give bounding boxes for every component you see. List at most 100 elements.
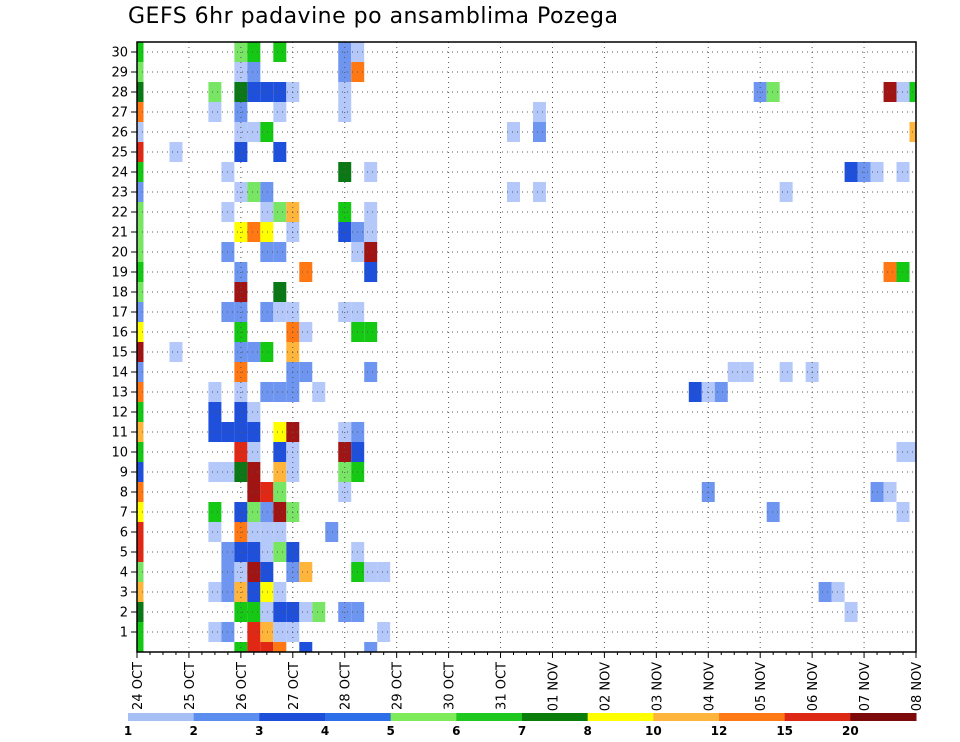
precip-cell bbox=[137, 402, 144, 422]
y-tick-label: 12 bbox=[111, 406, 128, 421]
x-tick-label: 29 OCT bbox=[391, 662, 406, 710]
y-tick-label: 6 bbox=[120, 526, 128, 541]
color-legend: 1 2 3 4 5 6 7 8 10 12 15 20 bbox=[124, 713, 917, 738]
x-tick-label: 31 OCT bbox=[495, 662, 510, 710]
y-tick-label: 11 bbox=[111, 426, 128, 441]
precip-cell bbox=[273, 542, 287, 562]
precip-cell bbox=[299, 562, 313, 582]
y-tick-label: 18 bbox=[111, 286, 128, 301]
precip-cell bbox=[260, 562, 274, 582]
x-tick-label: 02 NOV bbox=[598, 662, 613, 711]
precip-cell bbox=[260, 82, 274, 102]
y-tick-label: 21 bbox=[111, 226, 128, 241]
precip-cell bbox=[299, 642, 313, 652]
legend-swatch bbox=[784, 713, 851, 721]
x-tick-label: 25 OCT bbox=[183, 662, 198, 710]
precip-cell bbox=[260, 602, 274, 622]
x-tick-label: 07 NOV bbox=[858, 662, 873, 711]
precip-cell bbox=[137, 62, 144, 82]
precip-cell bbox=[247, 582, 261, 602]
precip-cell bbox=[831, 582, 845, 602]
y-tick-label: 5 bbox=[120, 546, 128, 561]
precip-cell bbox=[532, 182, 546, 202]
y-tick-label: 3 bbox=[120, 586, 128, 601]
x-tick-label: 03 NOV bbox=[650, 662, 665, 711]
precip-cell bbox=[247, 222, 261, 242]
y-axis: 1234567891011121314151617181920212223242… bbox=[111, 46, 137, 641]
legend-swatch bbox=[522, 713, 589, 721]
precip-cell bbox=[137, 262, 144, 282]
precip-cell bbox=[137, 282, 144, 302]
y-tick-label: 26 bbox=[111, 126, 128, 141]
precip-cell bbox=[377, 562, 391, 582]
precip-cell bbox=[247, 122, 261, 142]
x-tick-label: 05 NOV bbox=[754, 662, 769, 711]
precip-cell bbox=[364, 262, 378, 282]
precip-cell bbox=[137, 202, 144, 222]
y-tick-label: 14 bbox=[111, 366, 128, 381]
precip-cell bbox=[818, 582, 832, 602]
y-tick-label: 10 bbox=[111, 446, 128, 461]
precip-cell bbox=[137, 502, 144, 522]
precip-cell bbox=[273, 482, 287, 502]
precip-cell bbox=[137, 102, 144, 122]
precip-cell bbox=[260, 202, 274, 222]
precip-cell bbox=[169, 142, 183, 162]
legend-swatch bbox=[259, 713, 326, 721]
y-tick-label: 1 bbox=[120, 626, 128, 641]
precip-cell bbox=[247, 182, 261, 202]
legend-label: 7 bbox=[518, 724, 526, 738]
y-tick-label: 20 bbox=[111, 246, 128, 261]
precip-cell bbox=[260, 502, 274, 522]
precip-cell bbox=[247, 522, 261, 542]
legend-label: 20 bbox=[842, 724, 859, 738]
precip-cell bbox=[247, 342, 261, 362]
y-tick-label: 7 bbox=[120, 506, 128, 521]
precip-cell bbox=[247, 442, 261, 462]
precip-cell bbox=[260, 382, 274, 402]
legend-label: 2 bbox=[189, 724, 197, 738]
x-axis: 24 OCT 25 OCT 26 OCT 27 OCT 28 OCT 29 OCT 30 O… bbox=[131, 652, 925, 711]
precip-cell bbox=[137, 142, 144, 162]
precip-cell bbox=[507, 122, 521, 142]
precip-cell bbox=[169, 342, 183, 362]
precip-cell bbox=[247, 642, 261, 652]
precip-cell bbox=[137, 162, 144, 182]
precip-cell bbox=[137, 482, 144, 502]
precip-cell bbox=[312, 382, 326, 402]
y-tick-label: 30 bbox=[111, 46, 128, 61]
precip-cell bbox=[273, 82, 287, 102]
precip-cell bbox=[137, 82, 144, 102]
x-tick-label: 26 OCT bbox=[235, 662, 250, 710]
precip-cell bbox=[260, 222, 274, 242]
y-tick-label: 23 bbox=[111, 186, 128, 201]
precip-cell bbox=[247, 602, 261, 622]
precip-cell bbox=[247, 422, 261, 442]
legend-swatch bbox=[850, 713, 917, 721]
legend-swatch bbox=[128, 713, 195, 721]
y-tick-label: 22 bbox=[111, 206, 128, 221]
y-tick-label: 19 bbox=[111, 266, 128, 281]
y-tick-label: 8 bbox=[120, 486, 128, 501]
precip-cell bbox=[273, 42, 287, 62]
precip-cell bbox=[312, 602, 326, 622]
precip-cell bbox=[364, 242, 378, 262]
precip-cell bbox=[688, 382, 702, 402]
precip-cell bbox=[137, 422, 144, 442]
precip-cell bbox=[137, 122, 144, 142]
legend-label: 6 bbox=[452, 724, 460, 738]
precip-cell bbox=[137, 642, 144, 652]
precip-cell bbox=[137, 222, 144, 242]
precip-cell bbox=[532, 102, 546, 122]
y-tick-label: 13 bbox=[111, 386, 128, 401]
legend-label: 10 bbox=[645, 724, 662, 738]
precip-cell bbox=[260, 182, 274, 202]
precip-cell bbox=[260, 542, 274, 562]
y-tick-label: 25 bbox=[111, 146, 128, 161]
x-tick-label: 24 OCT bbox=[131, 662, 146, 710]
precip-cell bbox=[299, 362, 313, 382]
y-tick-label: 27 bbox=[111, 106, 128, 121]
precip-cell bbox=[247, 622, 261, 642]
precip-cell bbox=[137, 622, 144, 642]
